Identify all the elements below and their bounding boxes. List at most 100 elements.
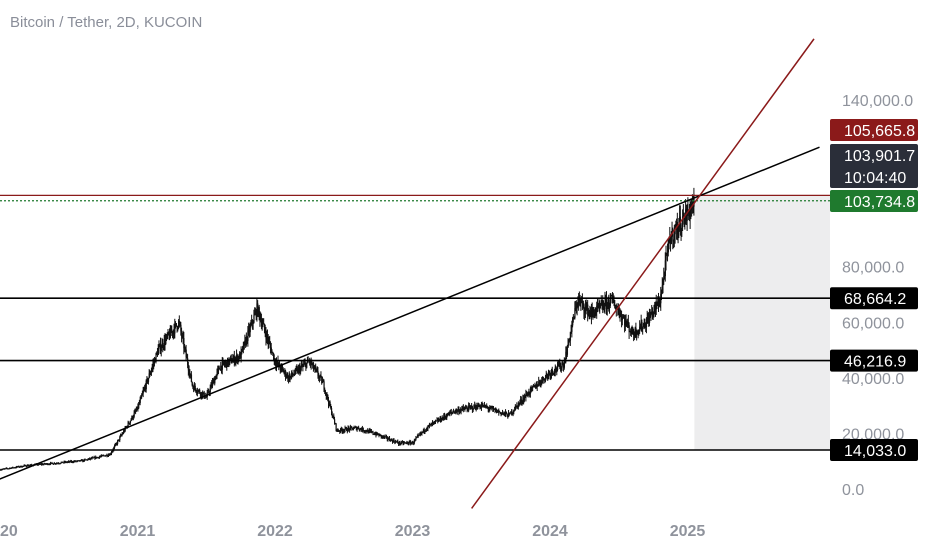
candle-body: [528, 391, 530, 395]
candle-body: [543, 379, 545, 381]
candle-body: [640, 321, 642, 329]
candle-body: [624, 319, 627, 326]
candle-body: [210, 384, 212, 388]
candle-body: [104, 455, 107, 457]
candle-body: [625, 319, 627, 325]
candle-body: [242, 346, 245, 350]
candle-body: [642, 327, 644, 330]
candle-body: [23, 465, 25, 467]
candle-body: [428, 425, 430, 427]
candle-body: [115, 443, 117, 445]
candle-body: [277, 361, 279, 365]
candle-body: [392, 440, 394, 443]
candle-body: [158, 346, 160, 349]
candle-body: [72, 462, 74, 464]
candle-body: [421, 431, 423, 434]
candle-body: [43, 463, 46, 465]
candle-body: [498, 411, 500, 413]
candle-body: [304, 363, 306, 365]
candle-body: [156, 352, 159, 356]
candle-body: [651, 311, 654, 316]
candle-body: [135, 410, 137, 412]
candle-body: [324, 392, 327, 394]
candle-body: [331, 414, 333, 416]
candle-body: [192, 385, 194, 388]
candle-body: [117, 440, 119, 444]
candle-body: [573, 318, 575, 320]
candle-body: [395, 441, 397, 443]
black-trendline[interactable]: [0, 146, 820, 480]
candle-body: [39, 463, 41, 465]
candle-body: [510, 411, 512, 414]
candle-body: [46, 463, 49, 465]
candle-body: [255, 310, 257, 317]
candle-body: [161, 342, 163, 348]
y-tick-label: 140,000.0: [842, 93, 913, 110]
candle-body: [492, 408, 494, 410]
candle-body: [27, 465, 29, 467]
candle-body: [605, 299, 607, 301]
candle-body: [297, 368, 300, 373]
candle-body: [355, 426, 357, 428]
candle-body: [356, 428, 358, 430]
candle-body: [159, 343, 161, 347]
candle-body: [108, 454, 110, 456]
candle-body: [556, 369, 558, 371]
candle-body: [596, 305, 598, 312]
candle-body: [8, 468, 10, 470]
candle-body: [570, 331, 572, 333]
candle-body: [519, 401, 521, 404]
candle-body: [654, 304, 656, 307]
candle-body: [205, 396, 207, 398]
candle-body: [357, 427, 359, 429]
candle-body: [127, 422, 129, 427]
candle-body: [135, 409, 138, 411]
candle-body: [38, 463, 40, 465]
candle-body: [418, 434, 420, 436]
candle-body: [10, 467, 12, 469]
candle-body: [65, 461, 68, 463]
chart-title: Bitcoin / Tether, 2D, KUCOIN: [10, 14, 203, 31]
candle-body: [437, 419, 440, 422]
candle-body: [505, 412, 508, 414]
candle-body: [459, 410, 462, 412]
candle-body: [682, 212, 685, 217]
candle-body: [313, 368, 315, 370]
candle-body: [373, 434, 376, 436]
candle-body: [25, 466, 28, 468]
resistance-price-tag: 105,665.8: [830, 119, 918, 141]
candle-body: [520, 399, 522, 402]
candle-body: [456, 410, 459, 412]
candle-body: [562, 364, 564, 366]
candle-body: [480, 407, 482, 409]
candle-body: [599, 305, 601, 307]
red-trendline[interactable]: [471, 38, 815, 509]
candle-body: [361, 427, 364, 431]
candle-body: [129, 423, 131, 425]
candle-body: [300, 365, 303, 368]
candle-body: [19, 466, 21, 468]
candle-body: [199, 390, 201, 394]
candle-body: [679, 216, 682, 231]
candle-body: [98, 457, 100, 459]
candle-body: [409, 441, 411, 443]
candle-body: [559, 362, 561, 367]
candle-body: [217, 367, 220, 370]
candle-body: [68, 461, 70, 463]
candle-body: [636, 332, 638, 336]
candle-body: [224, 363, 226, 365]
candle-body: [129, 420, 132, 424]
level-price-tag-text: 68,664.2: [844, 291, 906, 308]
candle-body: [502, 413, 504, 415]
candle-body: [58, 463, 60, 465]
candle-body: [141, 395, 143, 397]
candle-body: [16, 466, 19, 468]
candle-body: [661, 293, 663, 295]
candle-body: [349, 427, 352, 431]
candle-body: [619, 313, 621, 318]
candle-body: [631, 328, 633, 334]
candle-body: [396, 441, 398, 443]
candle-body: [646, 317, 648, 322]
